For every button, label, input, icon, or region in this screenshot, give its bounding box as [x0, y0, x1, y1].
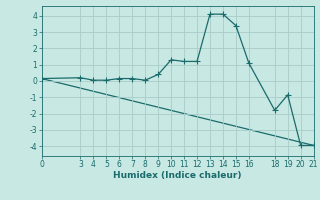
- X-axis label: Humidex (Indice chaleur): Humidex (Indice chaleur): [113, 171, 242, 180]
